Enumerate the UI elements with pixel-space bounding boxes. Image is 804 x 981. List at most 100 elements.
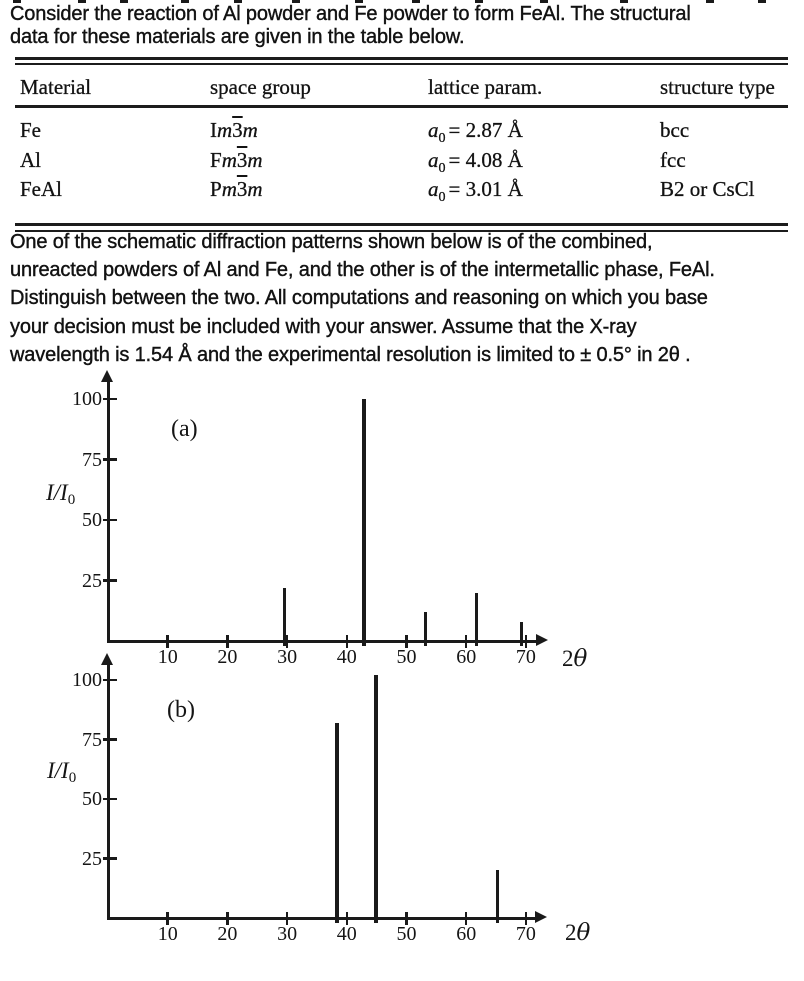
y-axis (106, 663, 110, 920)
cell-material: Fe (20, 118, 41, 142)
x-tick (166, 911, 169, 925)
cell-structure-type: fcc (660, 148, 686, 172)
y-tick-label: 50 (82, 509, 102, 531)
x-tick-label: 50 (396, 923, 417, 945)
param-value: = 2.87 Å (448, 118, 523, 142)
clipped-text-mark (620, 0, 628, 3)
y-axis-arrow-icon (101, 653, 113, 665)
cell-space-group: Im3m (210, 119, 258, 141)
x-tick (226, 634, 229, 648)
sg-bar3: 3 (236, 148, 248, 172)
clipped-text-mark (120, 0, 128, 3)
x-axis-arrow-icon (536, 634, 548, 646)
theta-symbol: θ (573, 646, 588, 672)
diffraction-peak (362, 399, 367, 646)
clipped-text-mark (181, 0, 189, 3)
sg-bar3: 3 (236, 177, 248, 201)
x-tick (285, 634, 289, 648)
cell-material: Al (20, 148, 41, 172)
x-tick-label: 10 (157, 923, 178, 945)
x-tick (345, 911, 349, 925)
clipped-text-mark (706, 0, 714, 3)
x-tick (285, 911, 289, 925)
sg-bar3: 3 (232, 118, 243, 142)
sg-m1: m (221, 148, 237, 172)
sg-m1: m (217, 118, 233, 142)
y-tick-label: 25 (82, 569, 102, 592)
cell-structure-type: bcc (660, 118, 690, 142)
x-tick (464, 911, 468, 925)
x-tick (345, 634, 349, 648)
x-tick-label: 10 (157, 646, 178, 668)
param-a: a (428, 177, 439, 201)
diffraction-peak (520, 621, 524, 646)
param-value: = 3.01 Å (448, 177, 523, 201)
y-tick (103, 678, 117, 682)
cell-space-group: Fm3m (210, 149, 263, 171)
param-sub0: 0 (438, 161, 446, 176)
clipped-text-mark (355, 0, 363, 3)
sg-m2: m (247, 148, 263, 172)
y-tick (103, 458, 117, 461)
sg-lattice-letter: I (210, 118, 217, 142)
diffraction-peak (474, 592, 478, 646)
diffraction-peak (334, 722, 339, 923)
x-tick (405, 634, 408, 648)
y-axis-title: I/I0 (47, 758, 77, 786)
col-header-material: Material (20, 75, 92, 99)
diffraction-peak (496, 870, 500, 923)
chart-letter-label: (b) (167, 697, 195, 723)
x-tick-label: 70 (515, 923, 536, 945)
x-tick-label: 60 (456, 646, 477, 668)
col-header-space-group: space group (210, 75, 311, 99)
param-sub0: 0 (438, 190, 446, 205)
y-axis (106, 380, 110, 643)
table-top-rule-1 (15, 57, 788, 60)
x-tick-label: 20 (217, 646, 238, 668)
y-tick-label: 100 (72, 669, 102, 691)
clipped-text-mark (758, 0, 766, 3)
y-tick-label: 75 (82, 728, 102, 751)
x-axis-title: 2θ (565, 920, 591, 946)
paragraph-line-4: your decision must be included with your… (10, 316, 637, 338)
y-tick-label: 25 (82, 847, 102, 870)
sg-m2: m (247, 177, 263, 201)
x-tick-label: 60 (456, 923, 477, 945)
theta-symbol: θ (576, 920, 591, 946)
col-header-structure-type: structure type (660, 75, 775, 99)
paragraph-line-2: unreacted powders of Al and Fe, and the … (10, 259, 715, 281)
x-axis (108, 639, 536, 643)
cell-lattice-param: a0 = 3.01 Å (428, 177, 523, 205)
x-tick-label: 40 (336, 646, 357, 668)
col-header-lattice-param: lattice param. (428, 75, 543, 99)
y-tick (103, 797, 117, 801)
x-tick (226, 911, 229, 925)
y-tick-label: 75 (82, 448, 102, 471)
y-tick (103, 518, 117, 522)
x-axis (108, 916, 535, 920)
param-a: a (428, 148, 439, 172)
x-axis-arrow-icon (535, 911, 547, 923)
cell-space-group: Pm3m (210, 178, 263, 200)
y-tick (103, 857, 117, 860)
x-tick (166, 634, 169, 648)
x-tick (464, 634, 468, 648)
y-axis-title: I/I0 (46, 480, 76, 508)
sg-lattice-letter: P (210, 177, 222, 201)
table-top-rule-2 (15, 63, 788, 65)
heading-line-1: Consider the reaction of Al powder and F… (10, 3, 691, 25)
table-bottom-rule-2 (15, 229, 788, 232)
cell-structure-type: B2 or CsCl (660, 177, 755, 201)
heading-line-2: data for these materials are given in th… (10, 26, 465, 48)
x-tick-label: 30 (277, 646, 298, 668)
y-tick (103, 738, 117, 741)
diffraction-peak (423, 612, 427, 646)
clipped-text-mark (13, 0, 21, 3)
paragraph-line-3: Distinguish between the two. All computa… (10, 287, 708, 309)
table-header-rule (15, 105, 788, 108)
x-tick-label: 30 (277, 923, 298, 945)
clipped-text-mark (412, 0, 420, 3)
y-axis-arrow-icon (101, 370, 113, 382)
y-tick (103, 579, 117, 582)
